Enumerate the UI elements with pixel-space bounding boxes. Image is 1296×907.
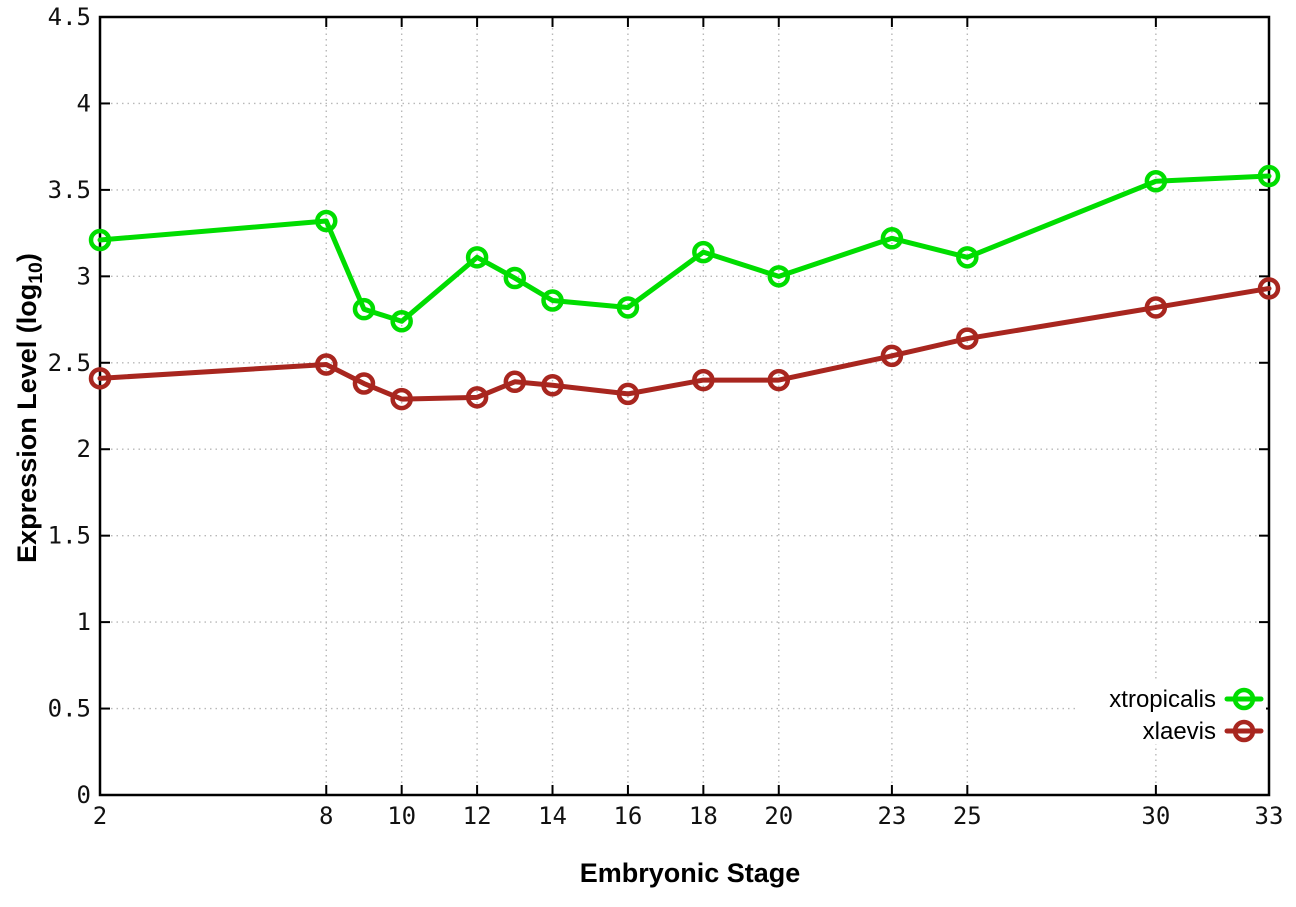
data-point-xlaevis <box>390 387 413 411</box>
legend-layer: xtropicalis xlaevis <box>1076 680 1266 745</box>
x-tick-label: 8 <box>319 802 333 830</box>
data-point-xlaevis <box>1257 277 1281 300</box>
data-point-xlaevis <box>88 367 112 390</box>
data-point-xlaevis <box>465 386 489 409</box>
y-axis-title-subscript: 10 <box>24 262 47 284</box>
data-point-xtropicalis <box>956 246 979 269</box>
data-point-xlaevis <box>616 382 640 406</box>
x-tick-label: 16 <box>613 802 642 830</box>
y-tick-label: 4.5 <box>48 3 91 31</box>
y-tick-label: 1.5 <box>48 522 91 550</box>
grid-layer <box>100 17 1269 795</box>
y-tick-label: 2 <box>77 435 91 463</box>
x-tick-label: 33 <box>1255 802 1284 830</box>
data-point-xtropicalis <box>541 289 564 312</box>
data-point-xtropicalis <box>390 310 413 333</box>
data-point-xtropicalis <box>352 297 376 321</box>
data-point-xtropicalis <box>1257 164 1281 188</box>
plot-border <box>98 15 1271 797</box>
x-tick-label: 23 <box>877 802 906 830</box>
y-tick-label: 4 <box>77 89 91 117</box>
data-point-xtropicalis <box>88 228 112 252</box>
y-tick-label: 2.5 <box>48 349 91 377</box>
x-tick-label: 20 <box>764 802 793 830</box>
data-point-xlaevis <box>880 344 904 368</box>
x-tick-label: 2 <box>93 802 107 830</box>
legend-sample-marker-xtropicalis <box>1232 687 1256 711</box>
x-tick-label: 12 <box>463 802 492 830</box>
x-tick-label: 14 <box>538 802 567 830</box>
y-tick-label: 1 <box>77 608 91 636</box>
y-tick-label: 3.5 <box>48 176 91 204</box>
x-tick-label: 18 <box>689 802 718 830</box>
data-point-xtropicalis <box>465 246 489 269</box>
data-point-xlaevis <box>503 370 527 394</box>
y-axis-title-text: Expression Level (log <box>12 283 43 563</box>
legend-sample-marker-xlaevis <box>1232 719 1256 743</box>
series-layer <box>88 164 1281 411</box>
data-point-xtropicalis <box>616 296 640 319</box>
data-point-xtropicalis <box>767 265 791 288</box>
legend-label-xlaevis: xlaevis <box>1143 718 1216 745</box>
data-point-xlaevis <box>767 368 791 392</box>
x-tick-label: 30 <box>1141 802 1170 830</box>
data-point-xlaevis <box>352 372 376 395</box>
series-line-xtropicalis <box>97 173 1272 324</box>
y-tick-label: 0 <box>77 781 91 809</box>
series-line-xlaevis <box>97 285 1272 402</box>
x-tick-label: 25 <box>953 802 982 830</box>
x-axis-title: Embryonic Stage <box>579 858 801 888</box>
data-point-xtropicalis <box>315 209 338 233</box>
y-tick-label: 3 <box>77 262 91 290</box>
y-axis-title: Expression Level (log10) <box>12 253 48 563</box>
data-point-xlaevis <box>541 374 564 397</box>
data-point-xlaevis <box>956 327 979 350</box>
data-point-xtropicalis <box>503 266 527 290</box>
data-point-xtropicalis <box>692 240 715 264</box>
x-tick-label: 10 <box>387 802 416 830</box>
data-point-xlaevis <box>1144 296 1168 319</box>
y-axis-title-suffix: ) <box>12 253 43 263</box>
legend-label-xtropicalis: xtropicalis <box>1109 686 1216 713</box>
data-point-xlaevis <box>315 353 338 376</box>
data-point-xtropicalis <box>880 227 904 250</box>
data-point-xtropicalis <box>1144 169 1168 193</box>
y-tick-label: 0.5 <box>48 695 91 723</box>
data-point-xlaevis <box>692 368 715 392</box>
axis-layer: 2 8 10 12 14 16 18 20 23 25 30 33 0 0.5 1 1.5 2 2.5 3 3.5 4 4… <box>48 3 1284 830</box>
